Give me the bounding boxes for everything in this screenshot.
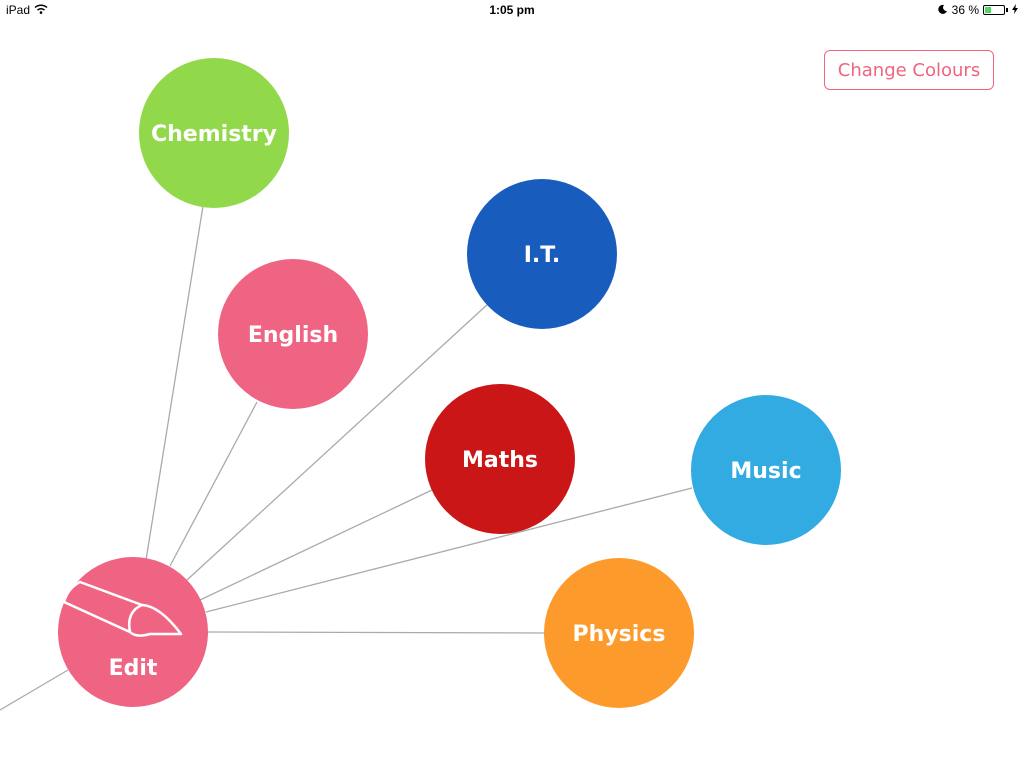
subject-bubble-chemistry[interactable]: Chemistry	[139, 58, 289, 208]
status-bar-time: 1:05 pm	[489, 3, 535, 17]
battery-icon	[983, 5, 1005, 15]
connector-music	[205, 487, 693, 613]
status-bar-left: iPad	[6, 3, 48, 17]
subject-bubble-english[interactable]: English	[218, 259, 368, 409]
bubble-label: Maths	[462, 448, 538, 473]
change-colours-button[interactable]: Change Colours	[824, 50, 994, 90]
bubble-circle	[218, 259, 368, 409]
status-bar: iPad 1:05 pm 36 %	[0, 0, 1024, 20]
subject-bubble-physics[interactable]: Physics	[544, 558, 694, 708]
bubble-label: Chemistry	[151, 122, 277, 147]
connector-it	[186, 302, 490, 581]
connector-physics	[207, 631, 546, 634]
bubble-label: I.T.	[524, 243, 561, 268]
bubble-circle	[544, 558, 694, 708]
battery-tip	[1006, 8, 1008, 12]
bubble-label: Physics	[573, 622, 666, 647]
bubble-label: English	[248, 323, 338, 348]
subject-bubble-maths[interactable]: Maths	[425, 384, 575, 534]
bubble-label: Music	[730, 459, 801, 484]
battery-percent: 36 %	[951, 3, 979, 17]
moon-icon	[937, 3, 948, 17]
hub-circle	[58, 557, 208, 707]
connector-english	[169, 401, 258, 567]
subject-bubble-it[interactable]: I.T.	[467, 179, 617, 329]
bubble-circle	[425, 384, 575, 534]
subject-bubble-music[interactable]: Music	[691, 395, 841, 545]
wifi-icon	[34, 3, 48, 17]
connector-lines	[0, 205, 693, 711]
bubble-circle	[691, 395, 841, 545]
connector-maths	[199, 489, 433, 601]
hub-label: Edit	[109, 656, 158, 681]
edit-hub-button[interactable]: Edit	[58, 557, 208, 707]
device-name: iPad	[6, 3, 31, 17]
battery-fill	[985, 7, 992, 13]
status-bar-right: 36 %	[937, 3, 1018, 17]
bubble-circle	[467, 179, 617, 329]
charging-bolt-icon	[1012, 3, 1018, 17]
connector-chemistry	[145, 205, 204, 561]
change-colours-label: Change Colours	[837, 59, 981, 81]
pen-icon	[62, 580, 183, 637]
bubble-circle	[139, 58, 289, 208]
connector-offscreen	[0, 669, 69, 711]
